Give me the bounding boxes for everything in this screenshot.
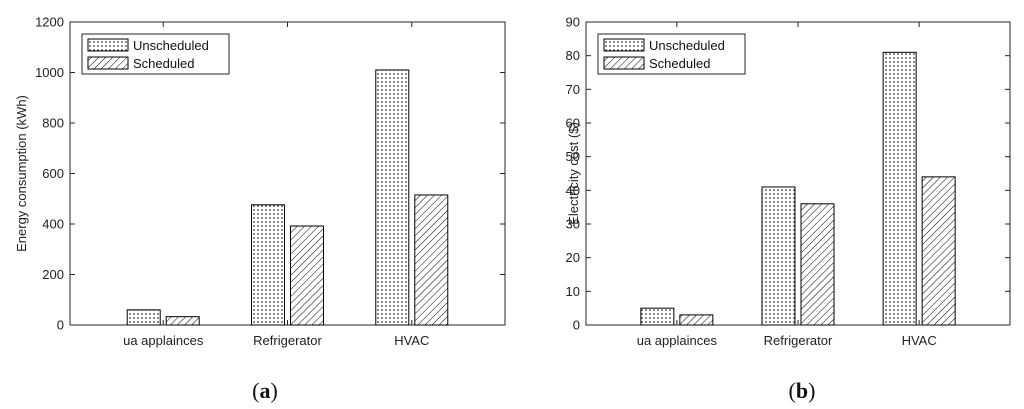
legend-label-unscheduled: Unscheduled [133, 38, 209, 53]
y-tick-label: 200 [42, 267, 64, 282]
y-tick-label: 0 [573, 318, 580, 333]
legend-swatch-unscheduled [87, 38, 129, 52]
y-tick-label: 1200 [35, 15, 64, 30]
legend-label-scheduled: Scheduled [133, 56, 194, 71]
y-axis-label: Electricity cost ($) [566, 122, 581, 225]
x-tick-label: Refrigerator [253, 333, 322, 348]
x-tick-label: ua applainces [637, 333, 718, 348]
y-tick-label: 50 [566, 149, 580, 164]
bar-unscheduled-1 [640, 307, 675, 326]
legend-label-scheduled: Scheduled [649, 56, 710, 71]
y-tick-label: 80 [566, 48, 580, 63]
bar-scheduled-2 [800, 203, 835, 326]
bar-unscheduled-1 [126, 309, 161, 326]
y-tick-label: 90 [566, 15, 580, 30]
figure-caption: (b) [789, 378, 816, 403]
bar-unscheduled-3 [882, 51, 917, 326]
y-tick-label: 10 [566, 284, 580, 299]
x-tick-label: HVAC [902, 333, 937, 348]
bar-scheduled-2 [290, 225, 324, 326]
bar-scheduled-1 [165, 316, 200, 326]
y-tick-label: 400 [42, 217, 64, 232]
bar-scheduled-1 [679, 314, 714, 326]
energy-consumption-chart: 0 200 400 600 800 1000 1200 ua applainces Refrig… [14, 15, 506, 403]
legend-label-unscheduled: Unscheduled [649, 38, 725, 53]
y-tick-label: 20 [566, 250, 580, 265]
figure-caption: (a) [252, 378, 278, 403]
bar-unscheduled-2 [251, 204, 285, 326]
bar-scheduled-3 [921, 176, 956, 326]
y-axis-label: Energy consumption (kWh) [14, 95, 29, 252]
legend-swatch-unscheduled [603, 38, 645, 52]
electricity-cost-chart: 0 10 20 30 40 50 60 70 80 90 ua applainces Refriger… [566, 15, 1011, 403]
y-tick-label: 600 [42, 166, 64, 181]
legend-swatch-scheduled [603, 56, 645, 70]
legend-swatch-scheduled [87, 56, 129, 70]
y-tick-label: 40 [566, 183, 580, 198]
y-tick-label: 0 [57, 318, 64, 333]
y-tick-label: 60 [566, 116, 580, 131]
x-tick-label: HVAC [394, 333, 429, 348]
y-tick-label: 800 [42, 116, 64, 131]
y-tick-label: 30 [566, 217, 580, 232]
x-tick-label: Refrigerator [764, 333, 833, 348]
y-tick-label: 1000 [35, 65, 64, 80]
x-tick-label: ua applainces [123, 333, 204, 348]
y-tick-label: 70 [566, 82, 580, 97]
bar-unscheduled-3 [375, 69, 410, 326]
bar-scheduled-3 [414, 194, 449, 326]
bar-unscheduled-2 [761, 186, 796, 326]
